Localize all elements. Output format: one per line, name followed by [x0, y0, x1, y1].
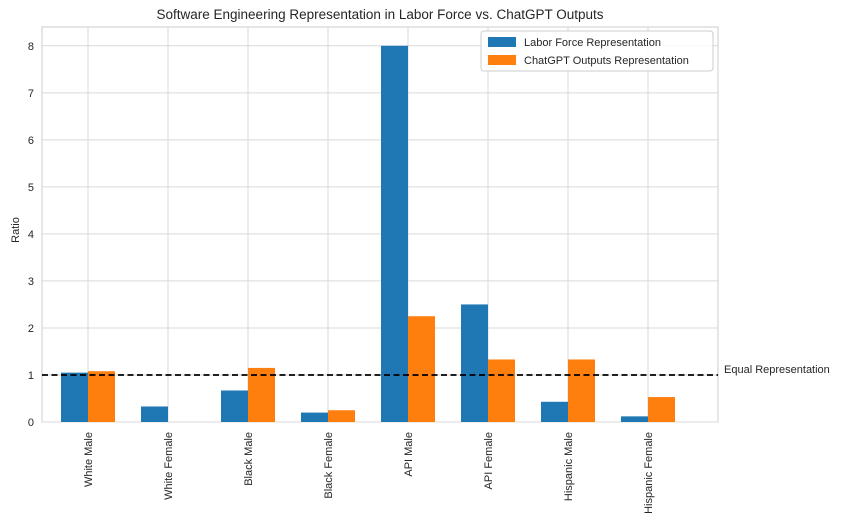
bar-labor-force-hispanic-female [621, 416, 648, 422]
legend: Labor Force Representation ChatGPT Output… [480, 30, 714, 72]
bar-chatgpt-api-female [488, 359, 515, 422]
y-tick-label: 1 [28, 370, 34, 382]
bar-labor-force-white-female [141, 406, 168, 422]
bar-chatgpt-black-male [248, 367, 275, 422]
bar-chatgpt-hispanic-female [648, 397, 675, 422]
x-tick-labels: White Male White Female Black Male Black Fe… [83, 432, 655, 514]
equal-representation-label: Equal Representation [724, 364, 830, 376]
y-tick-label: 6 [28, 135, 34, 147]
x-tick-label: White Male [83, 432, 95, 487]
bar-labor-force-black-female [301, 412, 328, 422]
y-tick-label: 2 [28, 323, 34, 335]
x-tick-label: Hispanic Female [643, 432, 655, 514]
bar-labor-force-api-female [461, 304, 488, 422]
y-tick-labels: 0 1 2 3 4 5 6 7 8 [28, 41, 34, 429]
legend-box [480, 30, 714, 72]
bar-labor-force-hispanic-male [541, 401, 568, 422]
y-axis-label: Ratio [10, 217, 22, 243]
bar-labor-force-white-male [61, 372, 88, 422]
bar-chatgpt-black-female [328, 410, 355, 422]
legend-swatch [488, 55, 516, 65]
plot-area [41, 26, 719, 423]
bar-chatgpt-white-male [88, 371, 115, 422]
reference-line-group: Equal Representation [42, 364, 830, 376]
y-tick-label: 8 [28, 41, 34, 53]
x-tick-label: Black Female [323, 432, 335, 499]
legend-label: Labor Force Representation [524, 37, 661, 49]
bar-chatgpt-api-male [408, 316, 435, 422]
x-tick-label: Hispanic Male [563, 432, 575, 501]
x-tick-label: White Female [163, 432, 175, 500]
bar-labor-force-black-male [221, 390, 248, 422]
bars [61, 45, 675, 423]
bar-labor-force-api-male [381, 45, 408, 423]
legend-swatch [488, 37, 516, 47]
x-tick-label: API Male [403, 432, 415, 477]
y-tick-label: 0 [28, 417, 34, 429]
chart-title: Software Engineering Representation in L… [157, 7, 604, 22]
y-tick-label: 3 [28, 276, 34, 288]
y-tick-label: 7 [28, 88, 34, 100]
x-tick-label: API Female [483, 432, 495, 489]
x-tick-label: Black Male [243, 432, 255, 486]
bar-chatgpt-hispanic-male [568, 359, 595, 422]
legend-label: ChatGPT Outputs Representation [524, 55, 689, 67]
y-tick-label: 5 [28, 182, 34, 194]
y-tick-label: 4 [28, 229, 34, 241]
